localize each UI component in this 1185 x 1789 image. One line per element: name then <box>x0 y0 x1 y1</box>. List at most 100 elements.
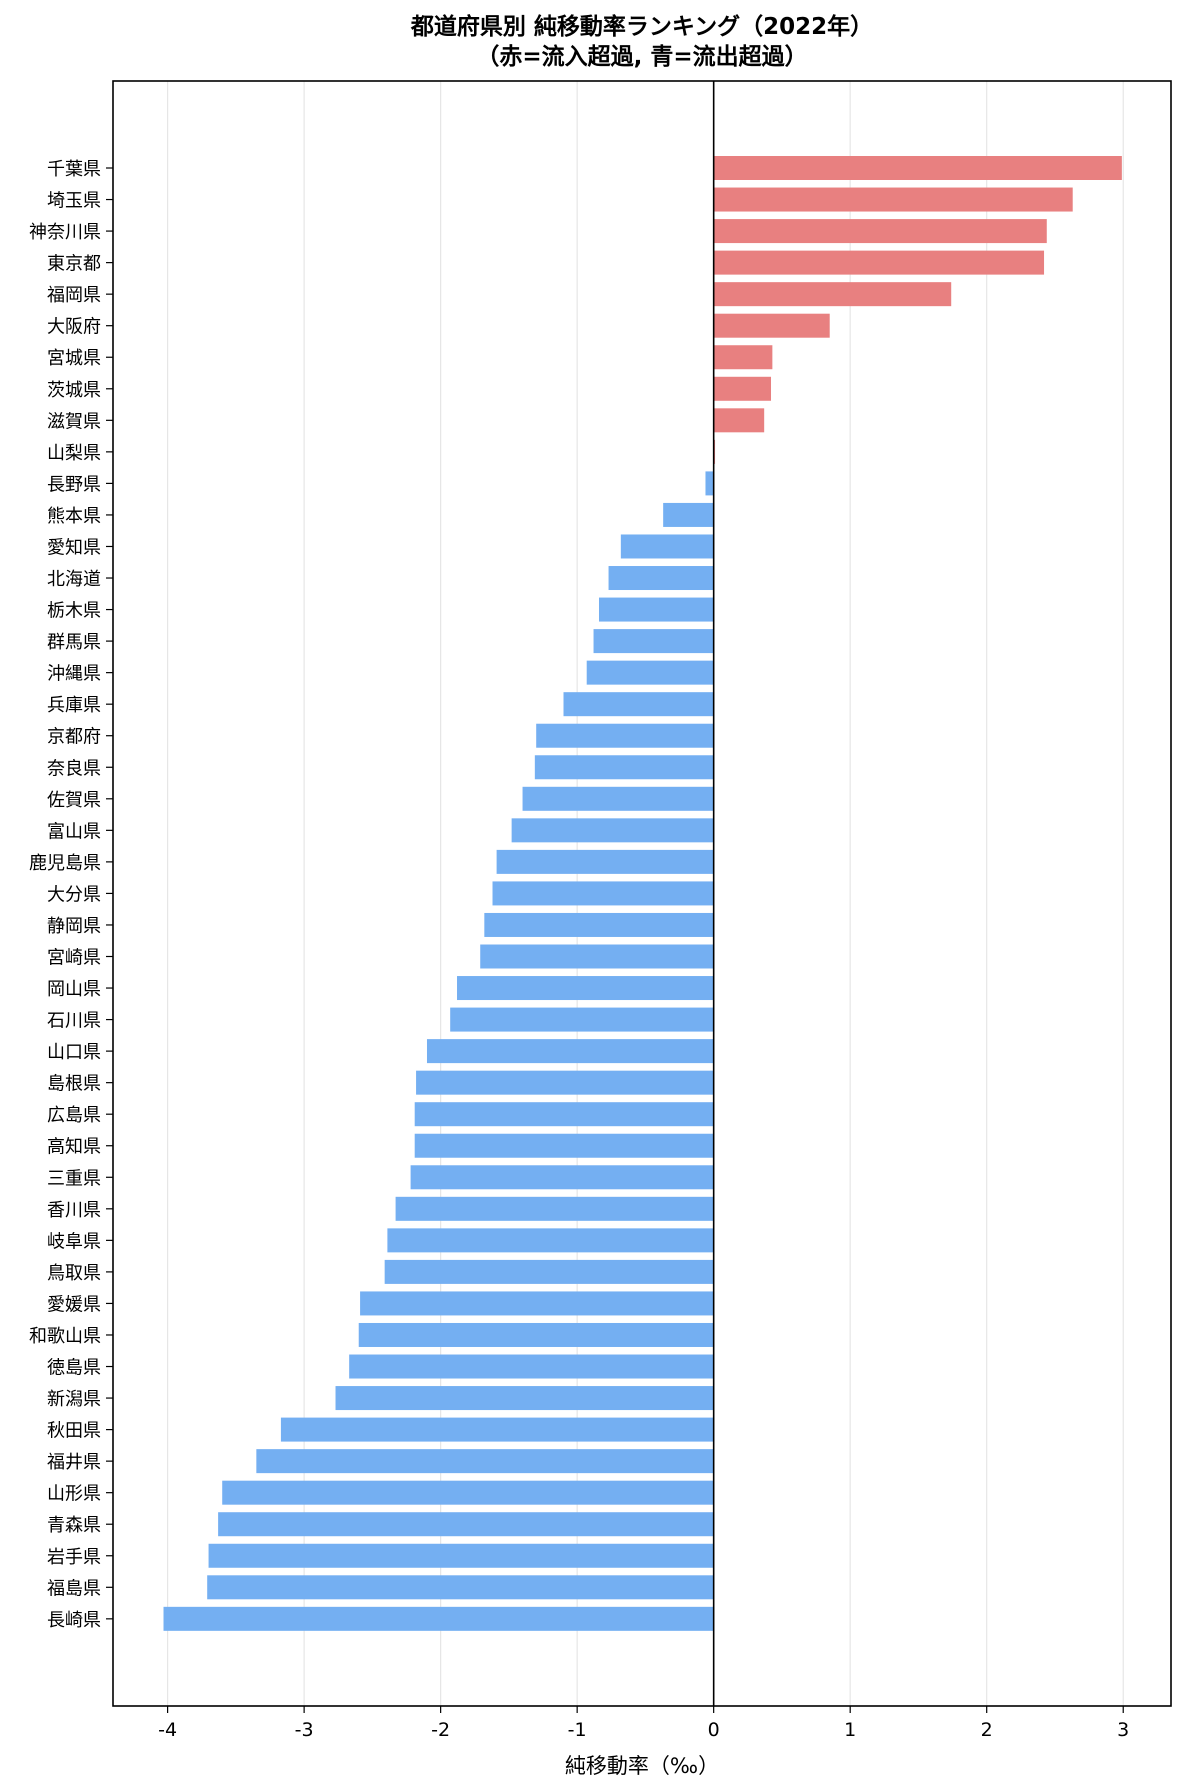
x-tick-label: 1 <box>844 1719 856 1741</box>
y-tick-label: 滋賀県 <box>47 411 101 432</box>
y-tick-label: 徳島県 <box>47 1358 101 1379</box>
y-tick-label: 青森県 <box>47 1515 101 1536</box>
bar <box>705 471 714 496</box>
y-tick-label: 宮城県 <box>47 348 101 369</box>
bar <box>563 692 714 717</box>
bar <box>713 408 765 433</box>
y-tick-label: 佐賀県 <box>47 790 101 811</box>
bar <box>218 1512 714 1537</box>
bar <box>713 282 952 307</box>
y-tick-label: 島根県 <box>47 1074 101 1095</box>
y-tick-label: 宮崎県 <box>47 948 101 969</box>
y-tick-label: 富山県 <box>47 821 101 842</box>
bar <box>280 1417 714 1442</box>
bar <box>620 534 714 559</box>
y-tick-label: 山口県 <box>47 1042 101 1063</box>
bar <box>608 566 714 591</box>
bar <box>410 1165 714 1190</box>
bar <box>414 1133 714 1158</box>
bar <box>426 1039 714 1064</box>
bar <box>713 156 1122 180</box>
x-tick-label: -2 <box>431 1719 450 1741</box>
bar <box>450 1007 714 1032</box>
bar <box>534 755 714 780</box>
y-tick-label: 熊本県 <box>47 506 101 527</box>
bar <box>536 723 714 748</box>
bar <box>484 912 714 937</box>
bar <box>384 1259 714 1284</box>
x-tick-label: 2 <box>981 1719 993 1741</box>
x-tick-label: 0 <box>708 1719 720 1741</box>
y-tick-label: 北海道 <box>47 569 101 590</box>
bar <box>713 313 830 338</box>
y-tick-label: 埼玉県 <box>47 191 101 212</box>
y-tick-label: 福岡県 <box>47 285 101 306</box>
y-tick-label: 愛知県 <box>47 537 101 558</box>
bar <box>511 818 714 843</box>
y-tick-label: 福井県 <box>47 1452 101 1473</box>
bar <box>335 1386 714 1411</box>
x-tick-label: -1 <box>568 1719 587 1741</box>
bar <box>713 345 773 370</box>
y-tick-label: 愛媛県 <box>47 1294 101 1315</box>
bar <box>496 849 714 874</box>
y-tick-label: 福島県 <box>47 1578 101 1599</box>
bar <box>414 1102 714 1127</box>
y-tick-label: 山形県 <box>47 1484 101 1505</box>
y-tick-label: 栃木県 <box>47 601 101 622</box>
y-tick-label: 山梨県 <box>47 443 101 464</box>
y-tick-label: 鹿児島県 <box>29 853 101 874</box>
bars <box>163 156 1122 1631</box>
x-tick-label: -3 <box>295 1719 314 1741</box>
y-tick-label: 静岡県 <box>47 916 101 937</box>
y-tick-label: 千葉県 <box>47 159 101 180</box>
bar <box>713 187 1073 212</box>
y-tick-label: 三重県 <box>47 1168 101 1189</box>
bar <box>349 1354 714 1379</box>
y-tick-label: 京都府 <box>47 727 101 748</box>
bar <box>395 1196 714 1221</box>
y-tick-label: 岡山県 <box>47 979 101 1000</box>
bar <box>256 1449 714 1474</box>
y-tick-label: 石川県 <box>47 1011 101 1032</box>
bar <box>492 881 714 906</box>
x-axis-label: 純移動率（‰） <box>565 1754 719 1778</box>
chart-title: 都道府県別 純移動率ランキング（2022年） <box>410 13 873 40</box>
bar <box>457 976 714 1001</box>
y-tick-label: 群馬県 <box>47 632 101 653</box>
y-tick-label: 兵庫県 <box>47 695 101 716</box>
y-tick-label: 岐阜県 <box>47 1231 101 1252</box>
y-tick-label: 広島県 <box>47 1105 101 1126</box>
x-axis: -4 -3 -2 -1 0 1 2 3 <box>158 1706 1129 1741</box>
bar <box>522 786 714 811</box>
bar <box>713 376 772 401</box>
y-tick-label: 長野県 <box>47 474 101 495</box>
bar <box>163 1606 714 1631</box>
grid-lines <box>167 81 1124 1706</box>
y-tick-label: 岩手県 <box>47 1547 101 1568</box>
y-tick-label: 秋田県 <box>47 1421 101 1442</box>
x-tick-label: -4 <box>158 1719 177 1741</box>
y-tick-label: 奈良県 <box>47 758 101 779</box>
bar <box>360 1291 714 1316</box>
chart-subtitle: （赤=流入超過, 青=流出超過） <box>476 43 807 70</box>
bar <box>207 1575 714 1600</box>
y-tick-label: 長崎県 <box>47 1610 101 1631</box>
y-axis: 千葉県埼玉県神奈川県東京都福岡県大阪府宮城県茨城県滋賀県山梨県長野県熊本県愛知県… <box>29 159 113 1631</box>
bar <box>480 944 714 969</box>
y-tick-label: 大阪府 <box>47 317 101 338</box>
bar <box>208 1543 714 1568</box>
y-tick-label: 沖縄県 <box>47 664 101 685</box>
bar <box>663 502 714 527</box>
bar <box>598 597 714 622</box>
y-tick-label: 東京都 <box>47 254 101 275</box>
bar <box>593 629 714 654</box>
bar <box>416 1070 714 1095</box>
bar <box>713 250 1045 275</box>
y-tick-label: 香川県 <box>47 1200 101 1221</box>
y-tick-label: 新潟県 <box>47 1389 101 1410</box>
y-tick-label: 鳥取県 <box>47 1263 101 1284</box>
y-tick-label: 茨城県 <box>47 380 101 401</box>
